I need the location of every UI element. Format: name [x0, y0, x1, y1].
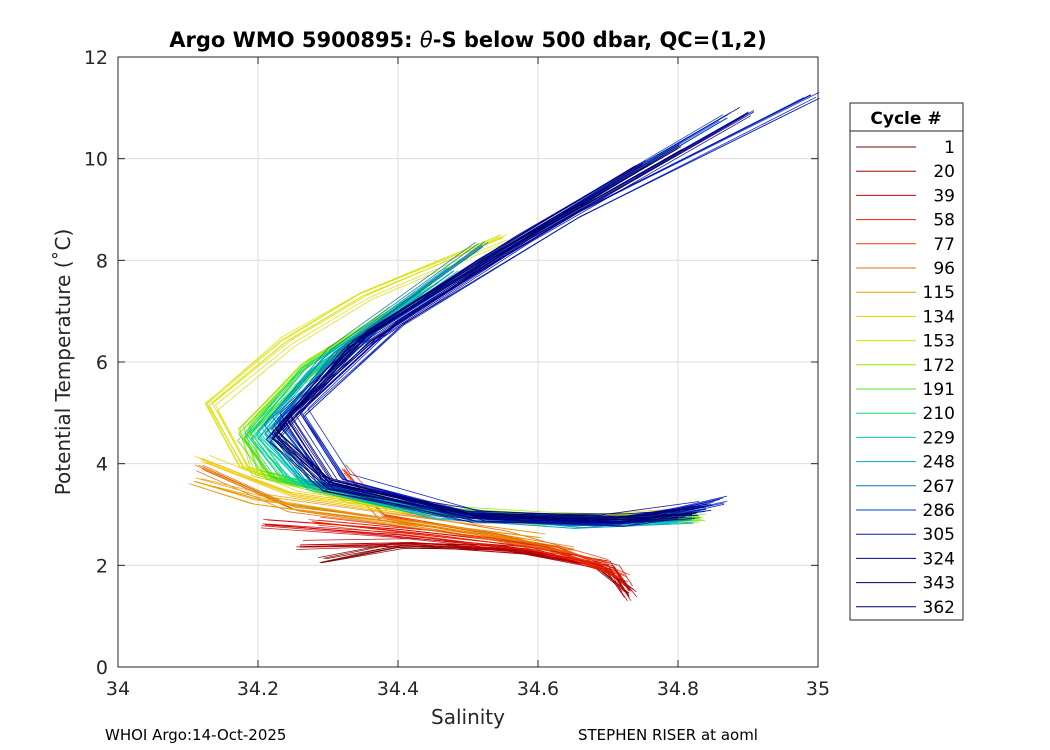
axis-ticks: 34 34.2 34.4 34.6 34.8 35 0 2 4 6 8 10 12 — [84, 47, 830, 700]
series-line-variant — [244, 304, 672, 526]
series-line-variant — [265, 165, 673, 525]
legend-entry-label: 248 — [923, 453, 955, 473]
y-tick-label: 12 — [84, 47, 108, 69]
chart-title-theta: θ — [420, 28, 433, 52]
series-line-variant — [275, 159, 681, 518]
series-line-variant — [214, 239, 543, 521]
legend-entry-label: 134 — [923, 307, 955, 327]
series-line-variant — [283, 115, 745, 523]
series-58 — [308, 516, 630, 583]
series-line-variant — [216, 240, 546, 526]
x-axis-label: Salinity — [431, 705, 505, 729]
series-line-variant — [272, 247, 692, 529]
legend-title: Cycle # — [870, 109, 941, 129]
legend-entry-label: 115 — [923, 283, 955, 303]
legend-entry-label: 39 — [933, 186, 955, 206]
series-line-variant — [317, 524, 628, 583]
legend-entry-label: 172 — [923, 356, 955, 376]
series-line-variant — [272, 145, 693, 517]
legend-entry-label: 153 — [923, 332, 955, 352]
legend-entry-label: 305 — [923, 525, 955, 545]
series-lines — [188, 92, 820, 602]
chart-title-pre: Argo WMO 5900895: — [169, 28, 420, 52]
series-line-variant — [296, 543, 625, 598]
legend-entry-label: 229 — [923, 428, 955, 448]
series-line-variant — [277, 165, 684, 523]
series-line-variant — [290, 109, 755, 520]
x-tick-label: 34.6 — [517, 678, 559, 700]
legend-entry-label: 343 — [923, 574, 955, 594]
legend-entry-label: 1 — [944, 138, 955, 158]
series-line-variant — [276, 163, 686, 522]
legend-entry-label: 191 — [923, 380, 955, 400]
series-line-variant — [290, 115, 751, 524]
legend-entries: 1 20 39 58 77 96 115 134 153 172 191 210 229 248 267 28… — [856, 138, 955, 618]
footer-right: STEPHEN RISER at aoml — [578, 726, 758, 744]
series-line-variant — [205, 236, 534, 519]
x-tick-label: 34.2 — [237, 678, 279, 700]
y-tick-label: 8 — [96, 250, 108, 272]
series-line-variant — [296, 545, 628, 602]
series-line-variant — [260, 527, 625, 593]
footer-left: WHOI Argo:14-Oct-2025 — [105, 726, 286, 744]
legend-entry-label: 286 — [923, 501, 955, 521]
series-line-variant — [311, 521, 621, 580]
y-tick-label: 10 — [84, 149, 108, 171]
y-tick-label: 4 — [96, 454, 108, 476]
y-tick-label: 6 — [96, 352, 108, 374]
series-line-variant — [290, 111, 755, 518]
x-tick-label: 34.8 — [657, 678, 699, 700]
series-line-variant — [195, 477, 538, 534]
legend-entry-label: 267 — [923, 477, 955, 497]
legend: Cycle # 1 20 39 58 77 96 115 134 153 172 191 210 229… — [849, 102, 964, 621]
legend-entry-label: 96 — [933, 259, 955, 279]
x-tick-label: 35 — [806, 678, 830, 700]
grid-lines — [118, 57, 818, 667]
chart-title: Argo WMO 5900895: θ-S below 500 dbar, QC… — [169, 28, 766, 52]
series-line-variant — [270, 246, 690, 527]
legend-entry-label: 20 — [933, 162, 955, 182]
x-tick-label: 34.4 — [377, 678, 419, 700]
y-tick-label: 2 — [96, 555, 108, 577]
legend-entry-label: 210 — [923, 404, 955, 424]
chart-title-post: -S below 500 dbar, QC=(1,2) — [433, 28, 767, 52]
series-line-variant — [201, 483, 542, 539]
series-line-variant — [202, 464, 575, 548]
legend-entry-label: 324 — [923, 549, 955, 569]
x-tick-label: 34 — [106, 678, 130, 700]
y-axis-label: Potential Temperature (˚C) — [51, 229, 75, 496]
y-tick-label: 0 — [96, 657, 108, 679]
series-line-variant — [188, 483, 534, 541]
series-362 — [265, 159, 686, 527]
series-line-variant — [269, 165, 678, 527]
legend-entry-label: 77 — [933, 235, 955, 255]
series-115 — [188, 477, 546, 543]
series-line-variant — [318, 519, 624, 575]
legend-entry-label: 362 — [923, 598, 955, 618]
series-line-variant — [193, 480, 536, 538]
legend-entry-label: 58 — [933, 211, 955, 231]
series-153 — [204, 234, 546, 526]
